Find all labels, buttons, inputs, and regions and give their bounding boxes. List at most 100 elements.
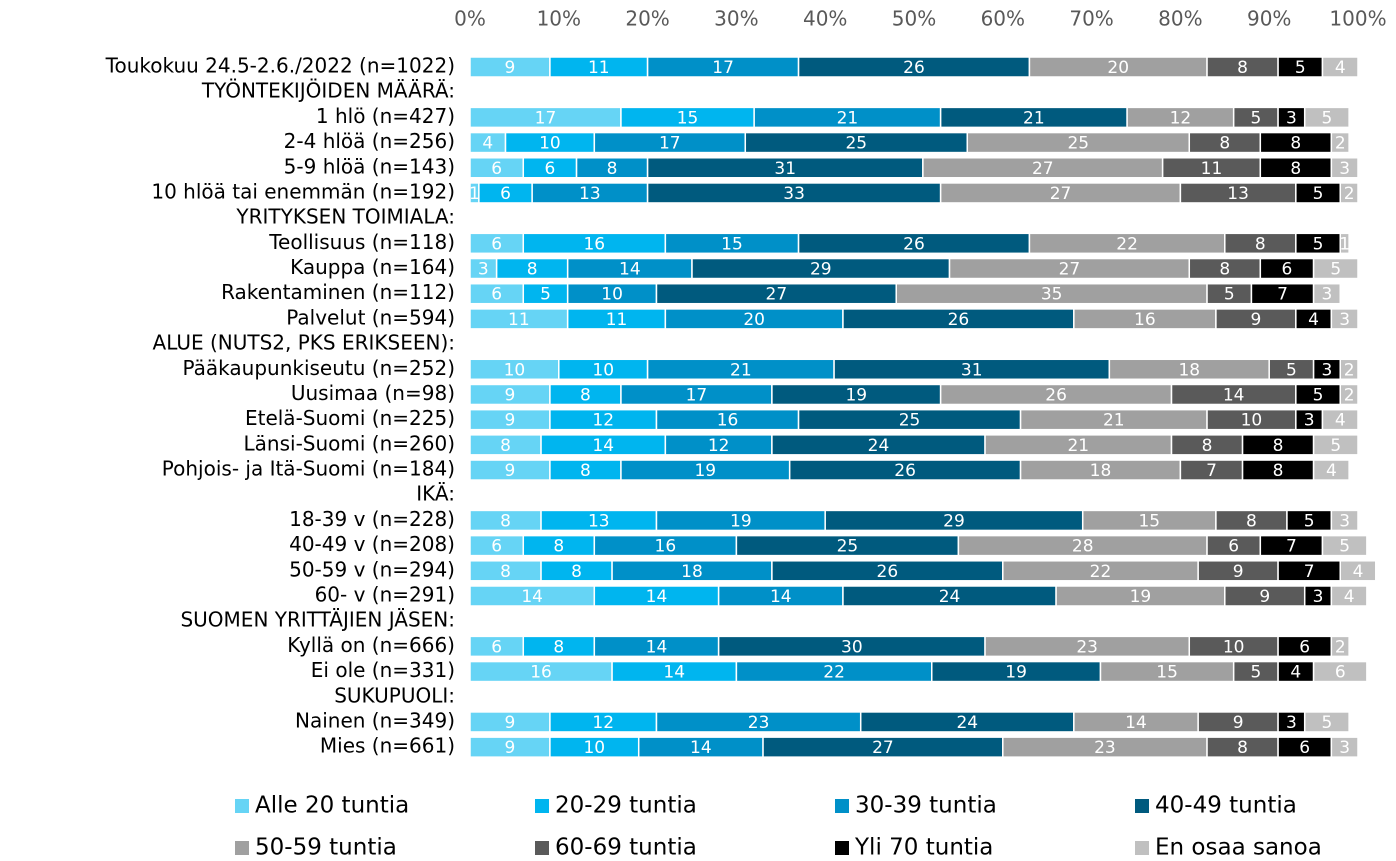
- category-label: Pohjois- ja Itä-Suomi (n=184): [162, 457, 455, 481]
- data-label: 8: [1219, 134, 1230, 154]
- data-label: 14: [1223, 385, 1245, 405]
- data-label: 3: [1339, 310, 1350, 330]
- data-label: 3: [1322, 360, 1333, 380]
- data-label: 8: [1219, 260, 1230, 280]
- category-label: 2-4 hlöä (n=256): [284, 129, 455, 153]
- category-label: SUOMEN YRITTÄJIEN JÄSEN:: [180, 608, 455, 632]
- data-label: 9: [1250, 310, 1261, 330]
- data-label: 5: [1322, 713, 1333, 733]
- data-label: 21: [837, 108, 859, 128]
- data-label: 4: [1335, 58, 1346, 78]
- data-label: 8: [1290, 159, 1301, 179]
- data-label: 8: [500, 511, 511, 531]
- data-label: 19: [1005, 663, 1027, 683]
- data-label: 27: [872, 738, 894, 758]
- legend-swatch: [835, 841, 849, 855]
- x-tick-label: 90%: [1247, 7, 1291, 31]
- data-label: 25: [1067, 134, 1089, 154]
- data-label: 20: [1107, 58, 1129, 78]
- data-label: 5: [1322, 108, 1333, 128]
- data-label: 22: [1116, 234, 1138, 254]
- data-label: 11: [606, 310, 628, 330]
- bar-segment: [1339, 182, 1359, 204]
- data-label: 13: [579, 184, 601, 204]
- data-label: 22: [823, 663, 845, 683]
- data-label: 16: [717, 411, 739, 431]
- bar-segment: [1330, 585, 1368, 607]
- category-label: 40-49 v (n=208): [289, 532, 455, 556]
- category-label: Palvelut (n=594): [286, 305, 455, 329]
- data-label: 5: [1224, 285, 1235, 305]
- data-label: 8: [1202, 436, 1213, 456]
- data-label: 7: [1304, 562, 1315, 582]
- data-label: 3: [1322, 285, 1333, 305]
- data-label: 19: [730, 511, 752, 531]
- data-label: 6: [1282, 260, 1293, 280]
- data-label: 10: [1223, 637, 1245, 657]
- category-label: Kauppa (n=164): [290, 255, 455, 279]
- data-label: 14: [663, 663, 685, 683]
- legend-swatch: [835, 799, 849, 813]
- data-label: 7: [1206, 461, 1217, 481]
- legend-swatch: [535, 841, 549, 855]
- data-label: 33: [783, 184, 805, 204]
- data-label: 26: [903, 234, 925, 254]
- data-label: 5: [1250, 663, 1261, 683]
- data-label: 24: [956, 713, 978, 733]
- data-label: 12: [1170, 108, 1192, 128]
- data-label: 16: [1134, 310, 1156, 330]
- data-label: 10: [1241, 411, 1263, 431]
- data-label: 31: [961, 360, 983, 380]
- x-tick-label: 0%: [454, 7, 486, 31]
- data-label: 8: [500, 436, 511, 456]
- data-label: 2: [1335, 134, 1346, 154]
- data-label: 4: [1353, 562, 1364, 582]
- data-label: 5: [540, 285, 551, 305]
- category-label: YRITYKSEN TOIMIALA:: [235, 205, 455, 229]
- data-label: 26: [877, 562, 899, 582]
- category-label: TYÖNTEKIJÖIDEN MÄÄRÄ:: [201, 79, 455, 103]
- data-label: 13: [1227, 184, 1249, 204]
- data-label: 26: [1045, 385, 1067, 405]
- data-label: 3: [1339, 738, 1350, 758]
- data-label: 15: [1156, 663, 1178, 683]
- data-label: 19: [694, 461, 716, 481]
- data-label: 8: [607, 159, 618, 179]
- data-label: 25: [845, 134, 867, 154]
- category-label: Ei ole (n=331): [311, 658, 455, 682]
- bar-segment: [1339, 383, 1359, 406]
- data-label: 10: [539, 134, 561, 154]
- x-tick-label: 100%: [1329, 7, 1386, 31]
- data-label: 29: [943, 511, 965, 531]
- data-label: 23: [1094, 738, 1116, 758]
- category-label: Mies (n=661): [320, 734, 455, 758]
- x-tick-label: 60%: [981, 7, 1025, 31]
- data-label: 14: [646, 637, 668, 657]
- legend-label: 50-59 tuntia: [255, 835, 397, 861]
- data-label: 5: [1313, 385, 1324, 405]
- legend-label: Yli 70 tuntia: [854, 835, 993, 861]
- data-label: 31: [774, 159, 796, 179]
- data-label: 5: [1330, 436, 1341, 456]
- bar-segment: [1339, 358, 1359, 381]
- data-label: 9: [505, 385, 516, 405]
- data-label: 17: [659, 134, 681, 154]
- data-label: 16: [583, 234, 605, 254]
- data-label: 18: [1178, 360, 1200, 380]
- data-label: 25: [837, 537, 859, 557]
- data-label: 4: [1290, 663, 1301, 683]
- data-label: 12: [592, 713, 614, 733]
- category-label: ALUE (NUTS2, PKS ERIKSEEN):: [153, 331, 455, 355]
- category-label: Uusimaa (n=98): [291, 381, 455, 405]
- category-label: Etelä-Suomi (n=225): [245, 406, 455, 430]
- category-label: Kyllä on (n=666): [287, 633, 455, 657]
- bar-segment: [1303, 106, 1350, 129]
- legend-label: Alle 20 tuntia: [255, 793, 409, 819]
- bar-segment: [1330, 131, 1350, 154]
- data-label: 18: [1090, 461, 1112, 481]
- data-label: 8: [553, 637, 564, 657]
- data-label: 21: [730, 360, 752, 380]
- data-label: 7: [1286, 537, 1297, 557]
- data-label: 9: [505, 713, 516, 733]
